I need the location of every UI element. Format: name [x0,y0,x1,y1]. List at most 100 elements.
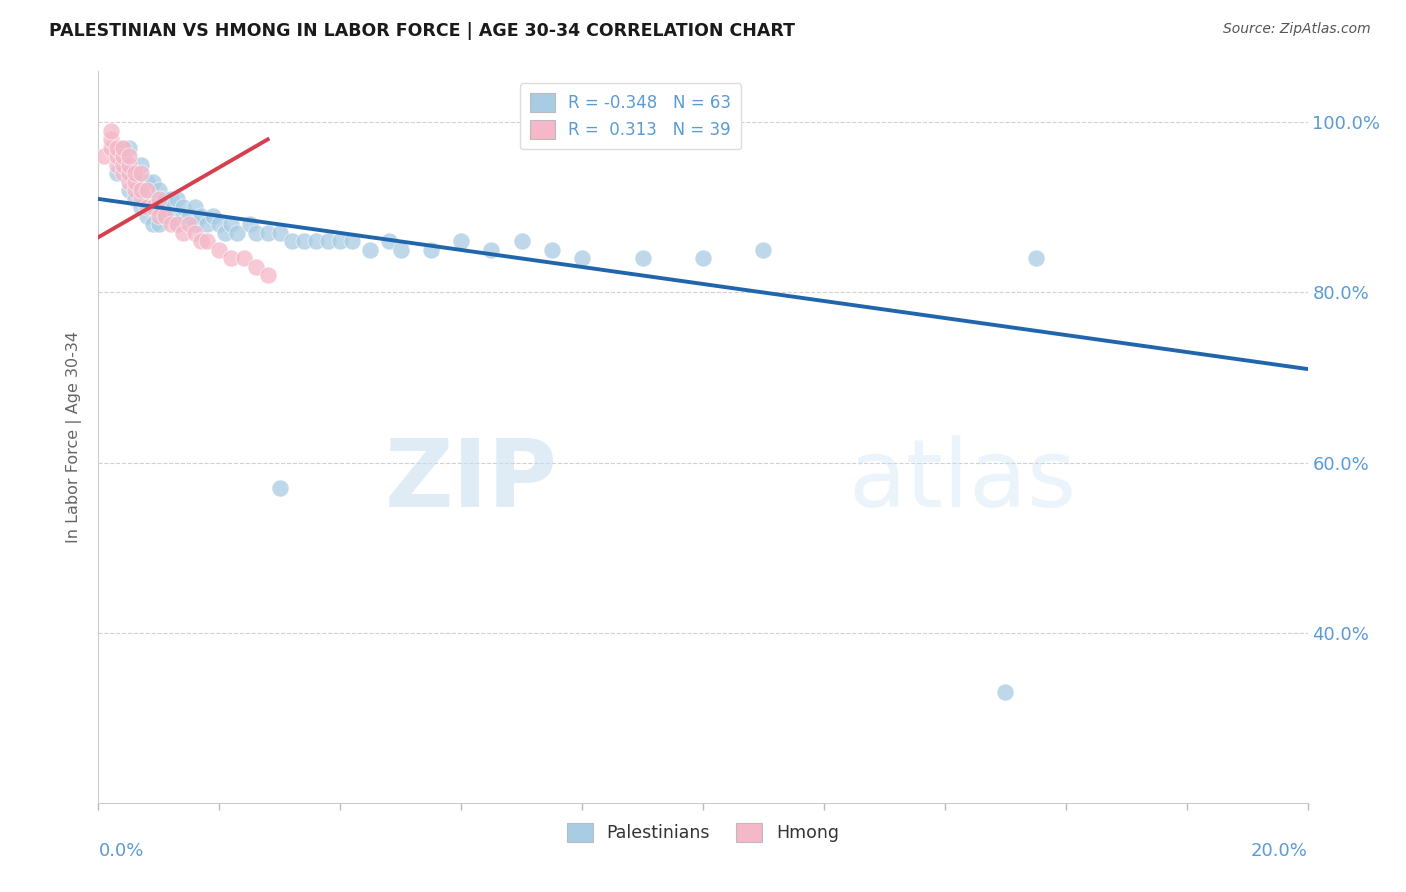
Point [124,192,146,206]
Point [360,243,382,257]
Point [135,192,157,206]
Point [292,235,315,249]
Point [269,481,291,495]
Point [1024,252,1046,266]
Text: Source: ZipAtlas.com: Source: ZipAtlas.com [1223,22,1371,37]
Point [100,124,122,138]
Point [208,243,231,257]
Point [148,209,170,223]
Point [184,201,207,215]
Point [166,218,188,232]
Point [135,209,157,223]
Point [135,175,157,189]
Point [124,166,146,180]
Point [135,201,157,215]
Point [124,183,146,197]
Point [208,218,231,232]
Point [100,132,122,146]
Point [129,166,152,180]
Text: PALESTINIAN VS HMONG IN LABOR FORCE | AGE 30-34 CORRELATION CHART: PALESTINIAN VS HMONG IN LABOR FORCE | AG… [49,22,796,40]
Point [481,243,503,257]
Point [195,218,218,232]
Point [111,166,134,180]
Point [118,166,141,180]
Point [93,149,115,163]
Point [153,192,176,206]
Point [269,226,291,240]
Point [214,226,236,240]
Point [105,158,128,172]
Point [111,141,134,155]
Point [118,141,141,155]
Point [692,252,714,266]
Point [129,183,152,197]
Point [221,218,243,232]
Point [160,209,183,223]
Text: 20.0%: 20.0% [1251,842,1308,860]
Point [160,218,183,232]
Point [510,235,533,249]
Point [118,158,141,172]
Point [142,201,165,215]
Point [195,235,218,249]
Point [342,235,364,249]
Point [179,218,201,232]
Point [232,252,254,266]
Point [202,209,225,223]
Point [118,175,141,189]
Point [129,192,152,206]
Point [105,149,128,163]
Point [142,201,165,215]
Point [111,149,134,163]
Point [129,201,152,215]
Point [450,235,472,249]
Point [281,235,304,249]
Point [148,192,170,206]
Point [245,226,267,240]
Point [172,209,194,223]
Point [118,149,141,163]
Point [179,209,201,223]
Point [172,226,194,240]
Point [377,235,399,249]
Point [239,218,262,232]
Legend: Palestinians, Hmong: Palestinians, Hmong [560,816,846,849]
Point [148,183,170,197]
Point [226,226,249,240]
Point [184,218,207,232]
Point [752,243,775,257]
Point [166,218,188,232]
Point [190,209,212,223]
Y-axis label: In Labor Force | Age 30-34: In Labor Force | Age 30-34 [66,331,83,543]
Point [994,685,1017,699]
Point [129,158,152,172]
Text: 0.0%: 0.0% [98,842,143,860]
Point [111,141,134,155]
Point [160,192,183,206]
Point [105,166,128,180]
Point [540,243,562,257]
Point [153,209,176,223]
Text: ZIP: ZIP [385,435,558,527]
Point [631,252,654,266]
Point [111,158,134,172]
Point [118,166,141,180]
Point [153,209,176,223]
Point [118,183,141,197]
Point [184,226,207,240]
Point [135,183,157,197]
Point [111,149,134,163]
Point [124,175,146,189]
Point [316,235,339,249]
Point [166,192,188,206]
Point [256,268,278,283]
Point [190,235,212,249]
Point [329,235,352,249]
Point [571,252,593,266]
Point [148,218,170,232]
Point [142,218,165,232]
Point [172,201,194,215]
Point [256,226,278,240]
Point [129,183,152,197]
Point [245,260,267,274]
